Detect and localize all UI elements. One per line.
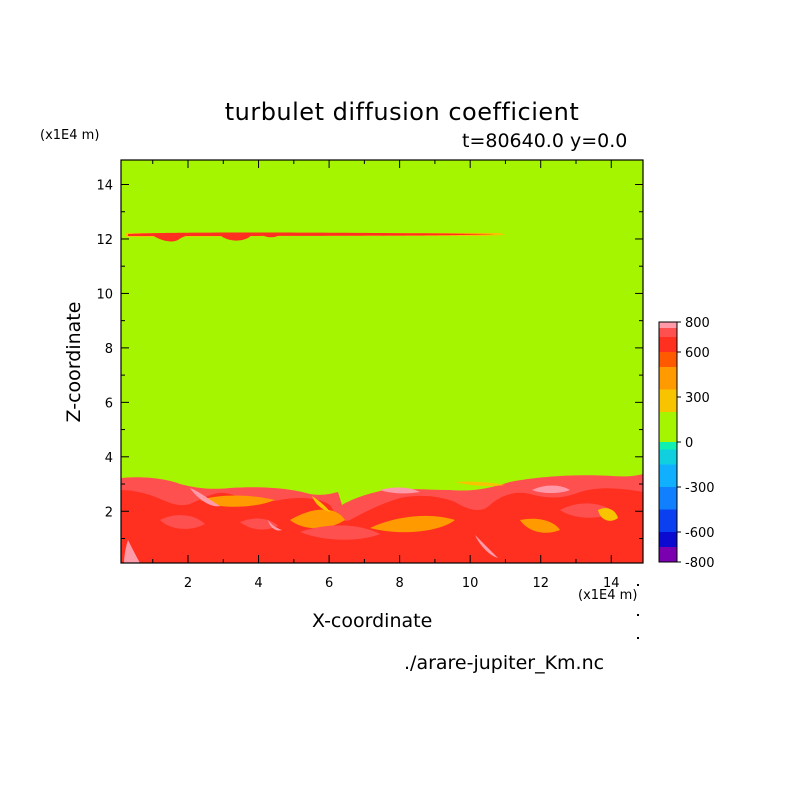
y-tick-label: 14 [96,179,113,194]
colorbar-marker-dots [637,584,639,639]
x-tick-label: 6 [325,576,333,591]
y-axis-ticks: 2 4 6 8 10 12 14 [96,179,643,539]
colorbar-label: 600 [685,346,710,361]
colorbar-label: 800 [685,316,710,331]
chart-title: turbulet diffusion coefficient [224,98,580,126]
colorbar-label: -300 [685,481,715,496]
contour-field [121,160,643,563]
colorbar: 800 600 300 0 -300 -600 -800 [658,316,715,571]
z-unit-label: (x1E4 m) [40,128,100,143]
x-tick-label: 8 [395,576,403,591]
x-unit-label: (x1E4 m) [578,588,638,603]
x-tick-label: 14 [603,576,620,591]
upper-layer [126,232,505,242]
colorbar-band [659,509,677,532]
colorbar-label: -600 [685,526,715,541]
colorbar-band [659,352,677,367]
colorbar-band [659,487,677,510]
colorbar-label: 0 [685,436,693,451]
x-tick-label: 4 [254,576,262,591]
x-axis-ticks: 2 4 6 8 10 12 14 [152,160,620,591]
y-tick-label: 10 [96,287,113,302]
y-tick-label: 2 [105,505,113,520]
colorbar-label: -800 [685,556,715,571]
bottom-turbulent-layer [121,474,643,563]
colorbar-band [659,367,677,390]
colorbar-band [659,337,677,352]
y-tick-label: 4 [105,451,113,466]
colorbar-band [659,547,677,562]
y-tick-label: 8 [105,342,113,357]
x-tick-label: 2 [184,576,192,591]
x-tick-label: 10 [462,576,479,591]
colorbar-band [659,464,677,487]
source-file-label: ./arare-jupiter_Km.nc [404,652,605,674]
colorbar-band [659,449,677,465]
colorbar-band [659,322,677,328]
y-tick-label: 6 [105,396,113,411]
colorbar-band [659,328,677,337]
colorbar-label: 300 [685,391,710,406]
time-info-label: t=80640.0 y=0.0 [462,130,628,152]
colorbar-band [659,532,677,547]
colorbar-band [659,442,677,450]
x-axis-label: X-coordinate [312,610,433,632]
colorbar-band [659,412,677,442]
plot-frame [120,159,644,564]
y-tick-label: 12 [96,233,113,248]
x-tick-label: 12 [532,576,549,591]
colorbar-band [659,389,677,412]
